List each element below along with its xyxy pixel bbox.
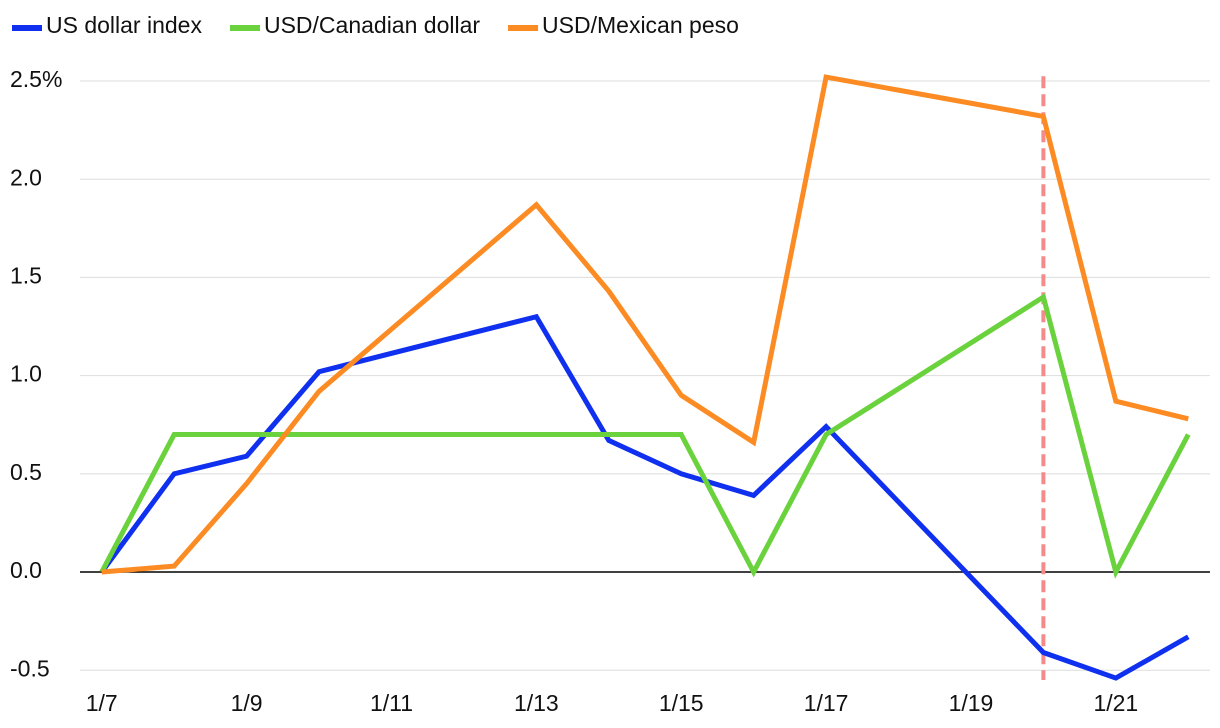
series-line [101,74,1189,575]
series-line [99,293,1191,579]
series-line [99,313,1190,681]
x-tick-label: 1/11 [370,690,413,716]
x-tick-label: 1/7 [86,690,118,716]
y-tick-label: -0.5 [10,655,50,681]
x-tick-label: 1/21 [1093,690,1138,716]
x-tick-label: 1/13 [514,690,559,716]
y-tick-label: 2.5% [10,66,62,92]
y-tick-label: 1.0 [10,361,42,387]
legend-label: US dollar index [46,12,202,38]
x-tick-label: 1/9 [231,690,263,716]
legend-label: USD/Mexican peso [542,12,739,38]
legend-label: USD/Canadian dollar [264,12,480,38]
x-tick-label: 1/15 [659,690,704,716]
y-tick-label: 2.0 [10,164,42,190]
y-tick-label: 0.5 [10,459,42,485]
y-tick-label: 0.0 [10,557,42,583]
x-tick-label: 1/19 [949,690,994,716]
x-tick-label: 1/17 [804,690,849,716]
y-tick-label: 1.5 [10,262,42,288]
